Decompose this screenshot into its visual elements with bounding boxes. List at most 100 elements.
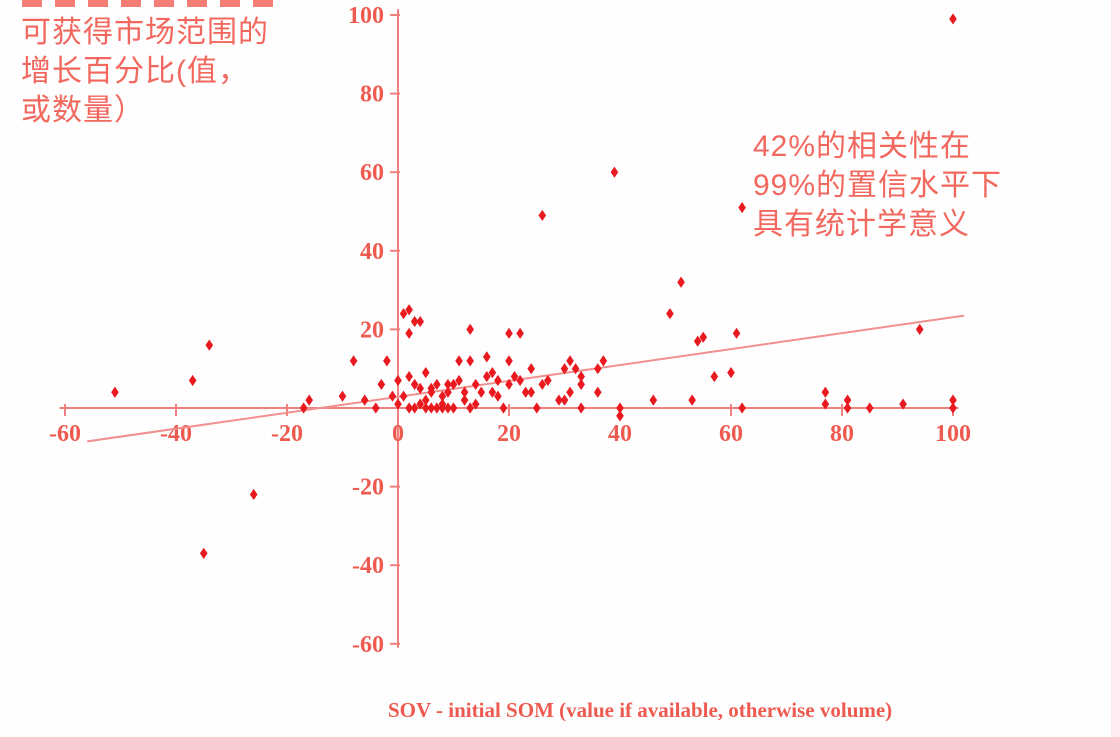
y-tick-label: 80	[360, 82, 384, 108]
data-point	[899, 398, 907, 410]
data-point	[466, 323, 474, 335]
y-tick-label: -60	[352, 632, 384, 658]
data-point	[693, 335, 702, 347]
data-point	[349, 355, 358, 367]
data-point	[188, 374, 197, 387]
data-point	[438, 390, 447, 402]
data-point	[666, 308, 674, 320]
data-point	[360, 394, 369, 406]
data-point	[505, 378, 513, 391]
data-point	[383, 355, 391, 367]
data-point	[405, 304, 413, 316]
data-point	[732, 327, 741, 339]
y-tick-label: -20	[352, 475, 384, 501]
data-point	[566, 355, 574, 367]
data-point	[610, 166, 619, 178]
data-point	[449, 402, 458, 414]
data-point	[821, 398, 830, 410]
data-point	[405, 402, 413, 414]
data-point	[421, 402, 430, 414]
y-axis-annotation-line2: 增长百分比(值，	[21, 55, 249, 88]
data-point	[444, 386, 452, 398]
data-point	[410, 378, 419, 391]
data-point	[477, 386, 486, 398]
x-tick-label: 100	[935, 421, 971, 447]
x-tick-label: 80	[830, 421, 854, 447]
data-point	[649, 394, 658, 406]
data-point	[394, 374, 402, 387]
data-point	[710, 370, 719, 383]
x-tick-label: 20	[497, 421, 521, 447]
data-point	[843, 402, 852, 414]
data-point	[499, 402, 508, 414]
data-point	[594, 363, 602, 375]
data-point	[527, 363, 535, 375]
data-point	[449, 378, 458, 391]
data-point	[444, 402, 452, 414]
data-point	[433, 402, 441, 414]
data-point	[915, 323, 924, 335]
correlation-annotation-line3: 具有统计学意义	[753, 208, 970, 241]
trend-line	[87, 314, 965, 443]
data-point	[410, 315, 419, 328]
data-point	[699, 331, 708, 343]
data-point	[405, 327, 413, 339]
data-point	[205, 339, 214, 351]
data-point	[199, 547, 208, 560]
data-point	[949, 394, 957, 406]
data-point	[421, 394, 430, 406]
data-point	[488, 367, 497, 379]
y-tick-label: 60	[360, 160, 384, 186]
data-point	[427, 386, 436, 398]
data-point	[571, 363, 580, 375]
data-point	[532, 402, 541, 414]
correlation-annotation-line1: 42%的相关性在	[753, 130, 972, 163]
y-axis-annotation-line1: 可获得市场范围的	[21, 16, 269, 49]
data-point	[483, 351, 491, 363]
data-point	[444, 378, 452, 391]
data-point	[538, 378, 547, 391]
y-tick-label: 40	[360, 239, 384, 265]
data-point	[527, 386, 535, 398]
data-point	[865, 402, 874, 414]
data-point	[416, 398, 424, 410]
cropped-text-line	[22, 0, 274, 7]
data-point	[427, 402, 436, 414]
y-axis-annotation: 可获得市场范围的 增长百分比(值， 或数量）	[21, 13, 269, 130]
x-tick-label: -20	[271, 421, 303, 447]
data-point	[560, 363, 569, 375]
x-tick-label: -60	[49, 421, 81, 447]
data-point	[416, 315, 424, 328]
x-tick-label: 0	[392, 421, 404, 447]
data-point	[433, 378, 441, 391]
data-point	[483, 370, 491, 383]
data-point	[471, 378, 480, 391]
bottom-pink-band	[0, 737, 1120, 750]
data-point	[538, 209, 547, 222]
data-point	[394, 398, 402, 410]
data-point	[299, 402, 308, 414]
x-tick-label: 40	[608, 421, 632, 447]
data-point	[466, 402, 474, 414]
data-point	[821, 386, 830, 398]
data-point	[405, 370, 413, 383]
data-point	[460, 386, 469, 398]
data-point	[410, 402, 419, 414]
data-point	[677, 276, 685, 288]
y-tick-label: -40	[352, 553, 384, 579]
data-point	[377, 378, 386, 391]
data-point	[510, 370, 519, 383]
data-point	[111, 386, 119, 398]
data-point	[949, 402, 957, 414]
data-point	[738, 402, 746, 414]
y-tick-label: 100	[348, 3, 384, 29]
data-point	[438, 402, 447, 414]
data-point	[399, 308, 408, 320]
data-point	[594, 386, 602, 398]
data-point	[555, 394, 563, 406]
data-point	[949, 13, 957, 25]
data-point	[521, 386, 530, 398]
data-point	[738, 201, 746, 214]
